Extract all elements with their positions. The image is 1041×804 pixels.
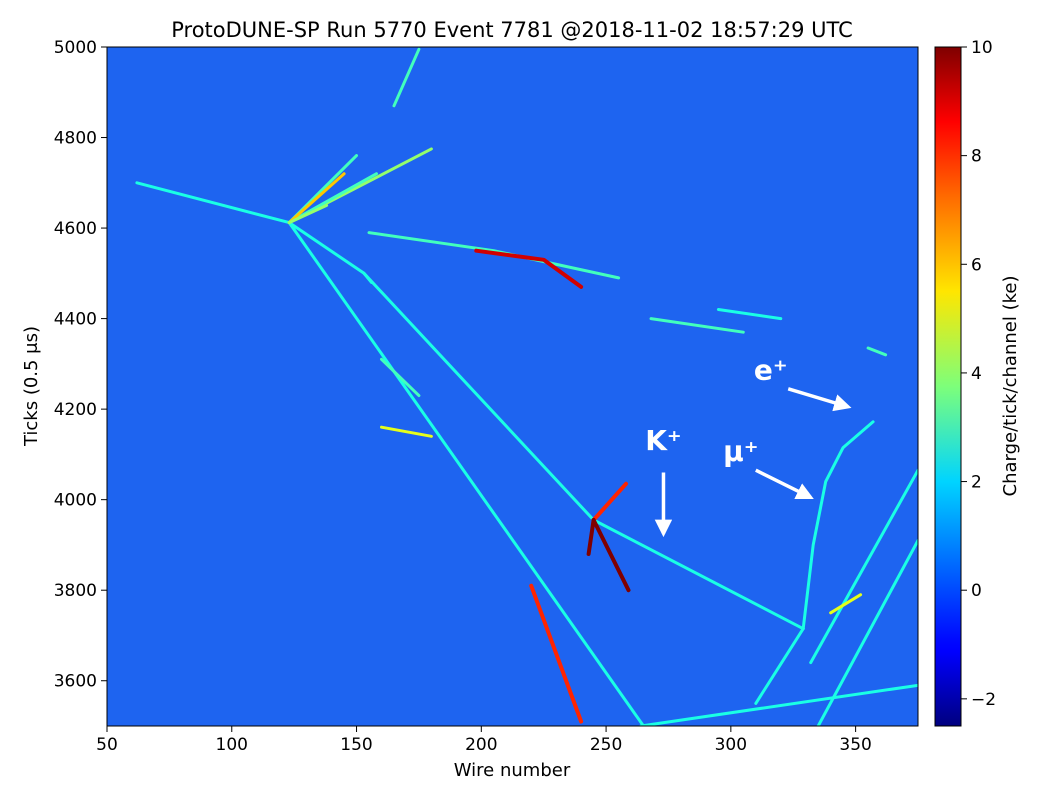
track-12 bbox=[809, 468, 918, 665]
track-4 bbox=[592, 518, 805, 631]
x-tick-label-4: 250 bbox=[590, 735, 622, 755]
colorbar-tick-label-6: 10 bbox=[971, 38, 993, 58]
x-axis-label: Wire number bbox=[454, 760, 571, 781]
track-27 bbox=[829, 593, 863, 615]
track-7 bbox=[586, 518, 596, 556]
plot-frame bbox=[106, 46, 919, 727]
x-tick-label-1: 100 bbox=[216, 735, 248, 755]
colorbar bbox=[934, 46, 962, 727]
y-tick-label-7: 5000 bbox=[54, 38, 97, 58]
track-24 bbox=[649, 317, 745, 334]
track-5 bbox=[591, 481, 628, 522]
annotation-label-0: K⁺ bbox=[645, 424, 681, 457]
x-axis: 50 100 150 200 250 300 350 bbox=[96, 726, 872, 755]
track-26 bbox=[866, 346, 888, 357]
plot-background bbox=[107, 47, 918, 726]
track-25 bbox=[716, 308, 783, 321]
colorbar-tick-label-2: 2 bbox=[971, 473, 982, 493]
colorbar-tick-label-0: −2 bbox=[971, 690, 996, 710]
y-tick-label-1: 3800 bbox=[54, 581, 97, 601]
track-9 bbox=[801, 420, 875, 631]
y-tick-label-0: 3600 bbox=[54, 672, 97, 692]
track-10 bbox=[639, 683, 918, 726]
track-14 bbox=[367, 231, 621, 280]
colorbar-axis: −2 0 2 4 6 8 10 bbox=[961, 38, 996, 710]
y-tick-label-5: 4600 bbox=[54, 219, 97, 239]
annotation-arrow-1 bbox=[755, 468, 814, 500]
y-tick-label-2: 4000 bbox=[54, 491, 97, 511]
x-tick-label-0: 50 bbox=[96, 735, 118, 755]
annotation-label-1: μ⁺ bbox=[723, 435, 758, 468]
track-23 bbox=[380, 357, 421, 398]
y-tick-label-4: 4400 bbox=[54, 310, 97, 330]
x-tick-label-3: 200 bbox=[465, 735, 497, 755]
colorbar-label: Charge/tick/channel (ke) bbox=[1000, 276, 1021, 497]
track-layer bbox=[135, 47, 918, 726]
colorbar-tick-label-3: 4 bbox=[971, 364, 982, 384]
track-11 bbox=[816, 538, 918, 726]
track-15 bbox=[474, 248, 584, 289]
track-3 bbox=[362, 271, 373, 284]
track-13 bbox=[529, 583, 584, 724]
colorbar-tick-label-4: 6 bbox=[971, 255, 982, 275]
annotation-layer: K⁺ μ⁺ e⁺ bbox=[645, 354, 852, 538]
track-6 bbox=[591, 518, 631, 593]
annotation-arrow-2 bbox=[787, 387, 852, 412]
y-tick-label-3: 4200 bbox=[54, 400, 97, 420]
x-tick-label-2: 150 bbox=[340, 735, 372, 755]
track-0 bbox=[135, 181, 291, 225]
colorbar-tick-label-5: 8 bbox=[971, 147, 982, 167]
track-20 bbox=[287, 203, 329, 225]
track-19 bbox=[287, 172, 346, 225]
y-tick-label-6: 4800 bbox=[54, 129, 97, 149]
y-axis: 3600 3800 4000 4200 4400 4600 4800 5000 bbox=[54, 38, 107, 692]
x-tick-label-5: 300 bbox=[715, 735, 747, 755]
chart-title: ProtoDUNE-SP Run 5770 Event 7781 @2018-1… bbox=[171, 18, 853, 42]
colorbar-tick-label-1: 0 bbox=[971, 581, 982, 601]
track-2 bbox=[287, 221, 645, 726]
annotation-label-2: e⁺ bbox=[754, 354, 788, 387]
track-22 bbox=[380, 425, 433, 438]
track-21 bbox=[392, 47, 421, 108]
y-axis-label: Ticks (0.5 μs) bbox=[21, 326, 42, 447]
x-tick-label-6: 350 bbox=[839, 735, 871, 755]
track-8 bbox=[754, 627, 805, 705]
